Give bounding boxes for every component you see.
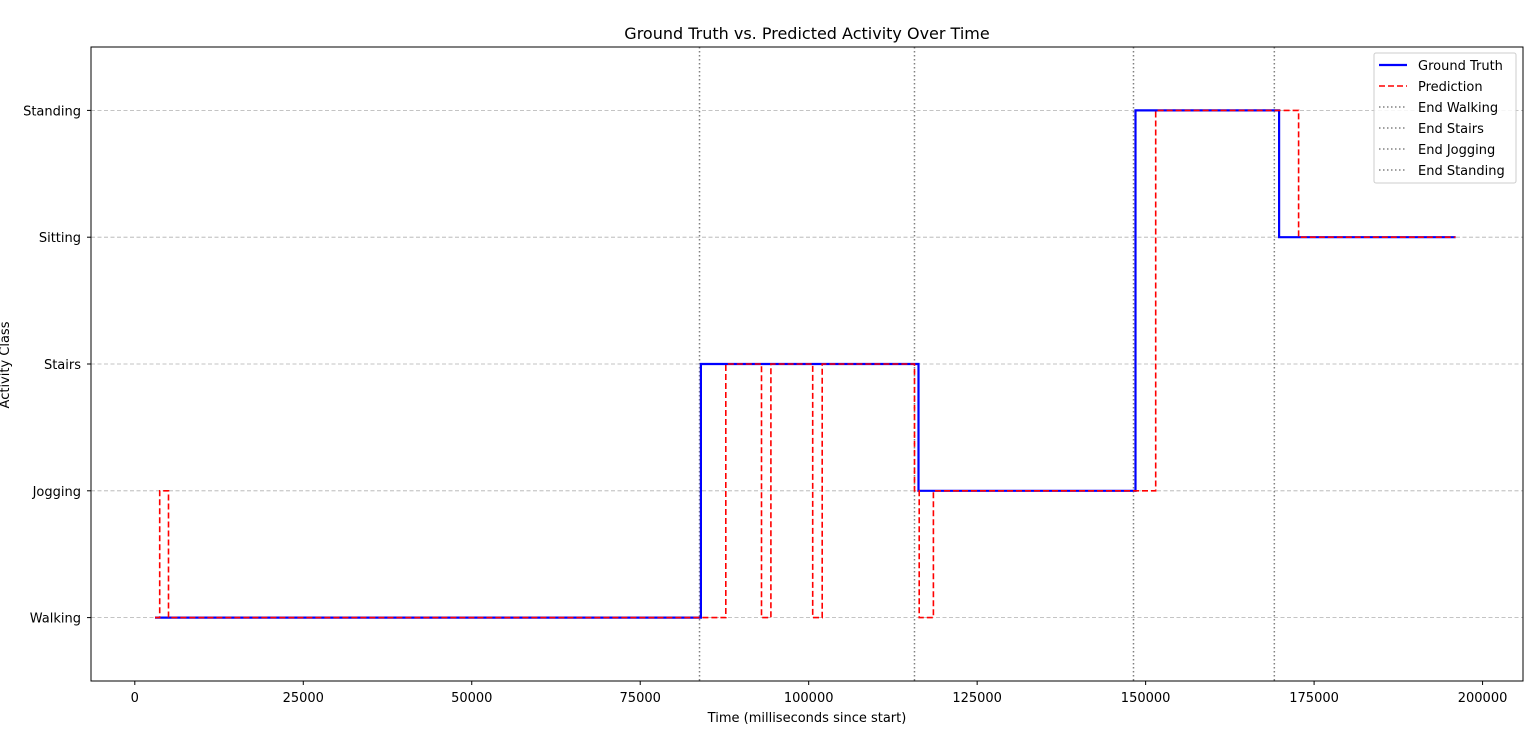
chart-title: Ground Truth vs. Predicted Activity Over…: [624, 24, 989, 43]
legend-label: End Standing: [1418, 164, 1505, 179]
x-axis-ticks: 0 25000 50000 75000 100000 125000 150000 175000…: [131, 681, 1508, 706]
y-tick-label: Standing: [23, 104, 81, 119]
legend-label: End Jogging: [1418, 143, 1495, 158]
x-tick-label: 25000: [283, 691, 324, 706]
x-tick-label: 50000: [451, 691, 492, 706]
x-tick-label: 125000: [952, 691, 1002, 706]
legend-label: Prediction: [1418, 80, 1483, 95]
x-tick-label: 175000: [1289, 691, 1339, 706]
x-tick-label: 75000: [620, 691, 661, 706]
y-tick-label: Stairs: [44, 358, 81, 373]
x-tick-label: 0: [131, 691, 139, 706]
x-axis-label: Time (milliseconds since start): [707, 711, 907, 726]
legend-label: End Stairs: [1418, 122, 1484, 137]
y-axis-ticks: Walking Jogging Stairs Sitting Standing: [23, 104, 91, 627]
x-tick-label: 100000: [784, 691, 834, 706]
legend-box: [1373, 52, 1517, 184]
series-prediction: [155, 109, 1456, 619]
legend-label: Ground Truth: [1418, 59, 1503, 74]
x-tick-label: 150000: [1121, 691, 1171, 706]
legend: Ground Truth Prediction End Walking End Sta…: [1373, 52, 1517, 184]
series-layer: [155, 109, 1456, 619]
y-tick-label: Jogging: [32, 485, 81, 500]
legend-label: End Walking: [1418, 101, 1498, 116]
y-tick-label: Walking: [30, 612, 81, 627]
x-tick-label: 200000: [1458, 691, 1508, 706]
y-axis-label: Activity Class: [0, 321, 13, 408]
y-tick-label: Sitting: [39, 231, 81, 246]
series-ground-truth: [155, 109, 1456, 619]
